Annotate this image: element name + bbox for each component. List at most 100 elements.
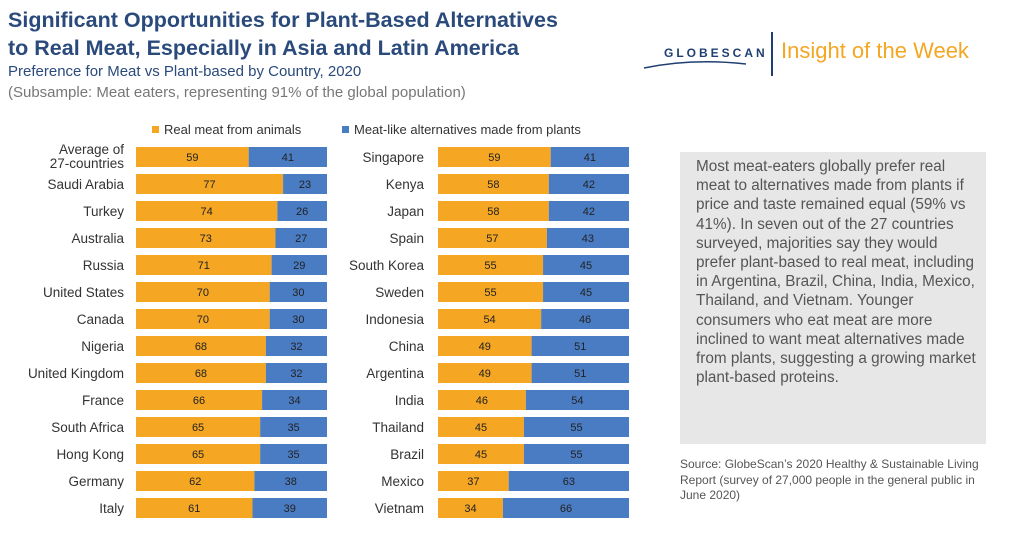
bar-meat <box>438 174 549 194</box>
logo-swoosh-icon <box>643 60 747 69</box>
data-label-plant: 41 <box>282 152 294 164</box>
category-label: Thailand <box>372 420 424 435</box>
bar-meat <box>438 444 524 464</box>
category-label: Australia <box>71 231 124 246</box>
insight-of-the-week: Insight of the Week <box>781 38 969 63</box>
legend-plant-swatch <box>342 126 349 133</box>
data-label-meat: 37 <box>467 476 479 488</box>
bar-plant <box>271 255 327 275</box>
title-line-1: Significant Opportunities for Plant-Base… <box>8 8 558 32</box>
data-label-plant: 42 <box>583 179 595 191</box>
bar-plant <box>260 444 327 464</box>
data-label-plant: 51 <box>574 368 586 380</box>
category-label: Japan <box>387 204 424 219</box>
bar-meat <box>438 282 544 302</box>
data-label-plant: 35 <box>287 422 299 434</box>
data-label-plant: 30 <box>292 314 304 326</box>
data-label-meat: 54 <box>483 314 495 326</box>
data-label-plant: 54 <box>571 395 583 407</box>
bar-meat <box>136 174 284 194</box>
bar-meat <box>136 228 276 248</box>
callout-box <box>680 152 986 444</box>
chart-title: Significant Opportunities for Plant-Base… <box>8 6 648 62</box>
bar-meat <box>438 255 544 275</box>
bar-meat <box>136 255 272 275</box>
data-label-plant: 32 <box>290 341 302 353</box>
bar-plant <box>277 201 327 221</box>
data-label-meat: 66 <box>193 395 205 407</box>
bar-meat <box>136 282 270 302</box>
legend-plant: Meat-like alternatives made from plants <box>342 122 581 137</box>
bar-plant <box>541 309 629 329</box>
bar-plant <box>546 228 629 248</box>
category-label: Mexico <box>381 474 424 489</box>
category-label: Spain <box>389 231 424 246</box>
data-label-plant: 29 <box>293 260 305 272</box>
category-label: China <box>389 339 425 354</box>
bar-plant <box>252 498 327 518</box>
category-label: Vietnam <box>375 501 424 516</box>
data-label-meat: 58 <box>487 206 499 218</box>
bar-meat <box>136 390 263 410</box>
data-label-meat: 59 <box>186 152 198 164</box>
bar-meat <box>438 309 542 329</box>
data-label-plant: 55 <box>570 422 582 434</box>
bar-plant <box>508 471 629 491</box>
bar-plant <box>502 498 629 518</box>
data-label-plant: 43 <box>582 233 594 245</box>
bar-plant <box>550 147 629 167</box>
data-label-plant: 35 <box>287 449 299 461</box>
category-label: India <box>395 393 425 408</box>
data-label-meat: 71 <box>198 260 210 272</box>
data-label-meat: 73 <box>200 233 212 245</box>
data-label-meat: 59 <box>488 152 500 164</box>
bar-plant <box>269 309 327 329</box>
data-label-plant: 63 <box>563 476 575 488</box>
data-label-meat: 74 <box>201 206 213 218</box>
data-label-meat: 65 <box>192 422 204 434</box>
data-label-meat: 57 <box>486 233 498 245</box>
data-label-plant: 30 <box>292 287 304 299</box>
data-label-meat: 61 <box>188 503 200 515</box>
data-label-plant: 41 <box>584 152 596 164</box>
bar-meat <box>136 444 261 464</box>
bar-plant <box>269 282 327 302</box>
data-label-plant: 32 <box>290 368 302 380</box>
data-label-meat: 55 <box>484 260 496 272</box>
bar-plant <box>523 444 629 464</box>
data-label-meat: 55 <box>484 287 496 299</box>
data-label-plant: 39 <box>284 503 296 515</box>
category-label: Brazil <box>390 447 424 462</box>
data-label-meat: 68 <box>195 368 207 380</box>
subsample-note: (Subsample: Meat eaters, representing 91… <box>8 84 466 101</box>
data-label-plant: 46 <box>579 314 591 326</box>
category-label: Nigeria <box>81 339 124 354</box>
bar-meat <box>136 336 266 356</box>
category-label: Sweden <box>375 285 424 300</box>
bar-plant <box>254 471 327 491</box>
data-label-meat: 58 <box>487 179 499 191</box>
data-label-meat: 34 <box>464 503 476 515</box>
bar-meat <box>438 390 526 410</box>
legend-meat: Real meat from animals <box>152 122 301 137</box>
bar-plant <box>262 390 327 410</box>
bar-plant <box>523 417 629 437</box>
bar-meat <box>136 498 253 518</box>
data-label-meat: 45 <box>475 422 487 434</box>
category-label: Argentina <box>366 366 424 381</box>
data-label-plant: 66 <box>560 503 572 515</box>
bar-plant <box>525 390 629 410</box>
category-label: Saudi Arabia <box>47 177 124 192</box>
bar-plant <box>283 174 327 194</box>
data-label-meat: 45 <box>475 449 487 461</box>
data-label-plant: 45 <box>580 287 592 299</box>
bar-plant <box>265 363 327 383</box>
category-label: Indonesia <box>365 312 424 327</box>
legend-meat-swatch <box>152 126 159 133</box>
bar-meat <box>136 471 255 491</box>
data-label-plant: 34 <box>288 395 300 407</box>
data-label-meat: 77 <box>203 179 215 191</box>
data-label-plant: 27 <box>295 233 307 245</box>
bar-plant <box>548 174 629 194</box>
category-label: South Africa <box>51 420 124 435</box>
